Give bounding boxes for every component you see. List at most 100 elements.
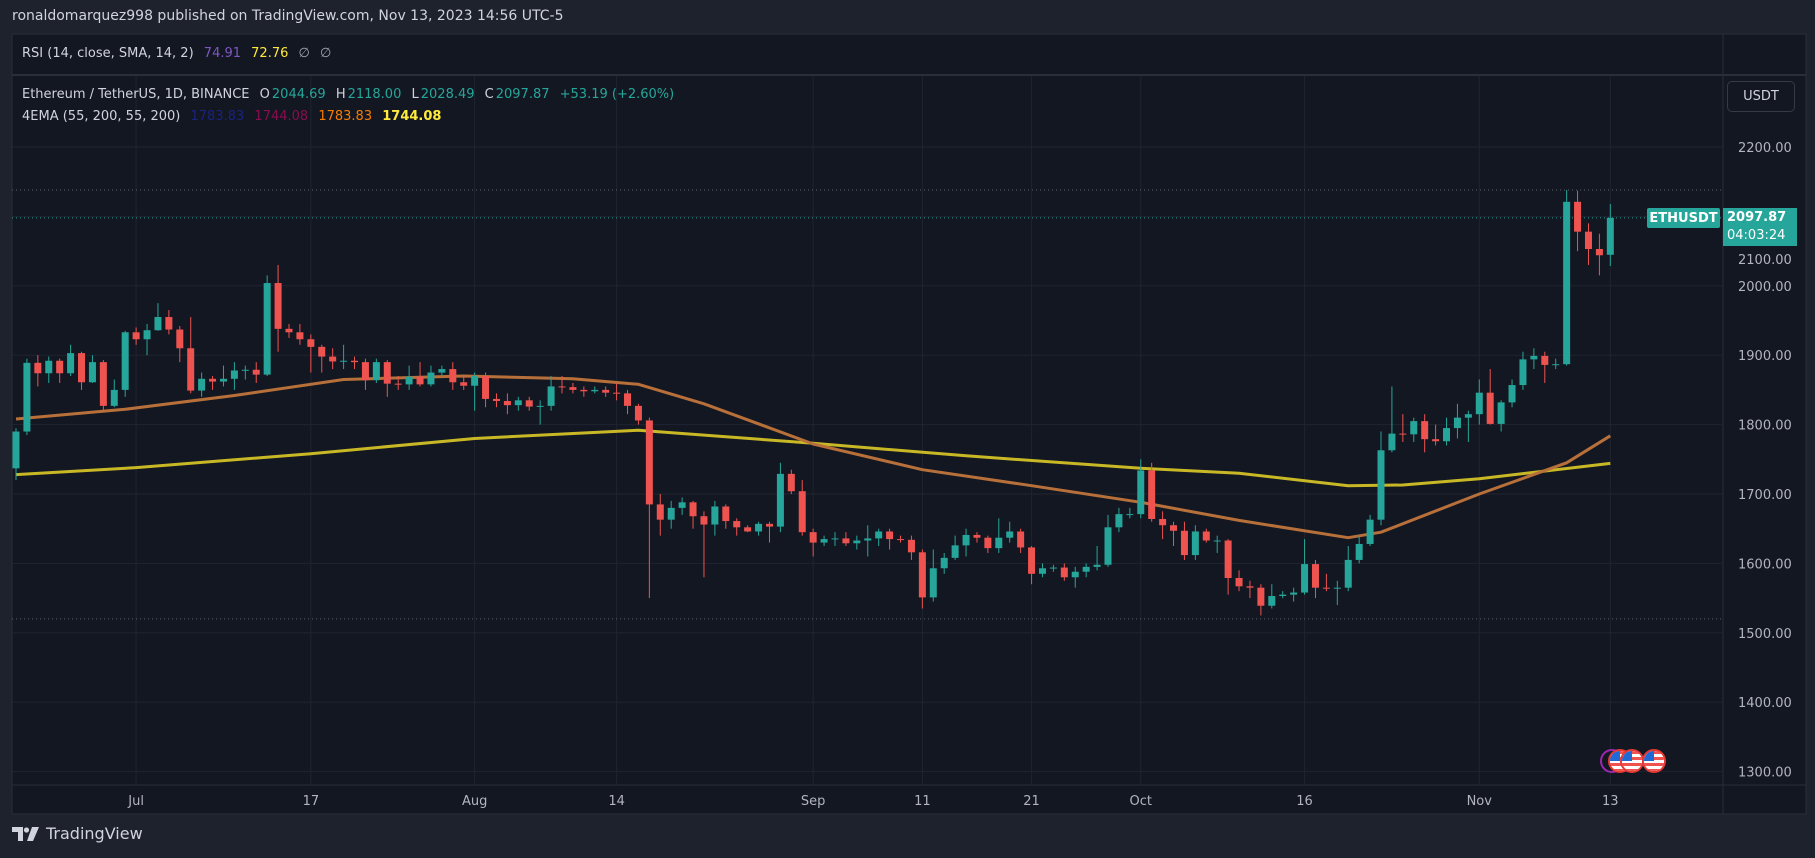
candle <box>1301 539 1309 595</box>
candle <box>1584 223 1592 265</box>
candle <box>1333 580 1341 606</box>
candle <box>1170 521 1178 547</box>
candle-body <box>67 353 75 374</box>
candle <box>1530 348 1538 370</box>
candle <box>383 360 391 397</box>
candle-body <box>471 376 479 386</box>
candle-body <box>1006 531 1014 538</box>
candle-body <box>1191 531 1199 556</box>
candle-body <box>918 552 926 598</box>
candle <box>241 365 249 380</box>
candle-body <box>1486 392 1494 424</box>
candle-body <box>613 392 621 394</box>
ema-value-1: 1783.83 <box>190 109 245 124</box>
price-tick-label: 1800.00 <box>1738 419 1792 434</box>
candle <box>1071 566 1079 588</box>
candle-body <box>56 360 64 374</box>
currency-button[interactable]: USDT <box>1727 81 1795 112</box>
candle-body <box>165 317 173 330</box>
candle <box>99 360 107 411</box>
candle <box>1377 431 1385 526</box>
candle-body <box>1028 547 1036 574</box>
high-value: 2118.00 <box>347 87 402 102</box>
time-tick-label: 16 <box>1296 794 1313 809</box>
candle-body <box>831 538 839 540</box>
candle <box>230 362 238 390</box>
time-tick-label: Aug <box>462 794 487 809</box>
ema-legend[interactable]: 4EMA (55, 200, 55, 200) 1783.83 1744.08 … <box>22 109 447 124</box>
candle <box>831 532 839 547</box>
candle-body <box>263 283 271 375</box>
open-label: O <box>259 87 270 102</box>
candle <box>733 518 741 536</box>
candle <box>514 396 522 411</box>
candle-body <box>110 389 118 406</box>
candle-body <box>525 400 533 407</box>
candle-body <box>580 389 588 392</box>
candle <box>143 323 151 356</box>
candle <box>1366 514 1374 547</box>
low-label: L <box>411 87 419 102</box>
symbol-legend[interactable]: Ethereum / TetherUS, 1D, BINANCE O 2044.6… <box>22 87 680 102</box>
rsi-value: 74.91 <box>203 46 242 61</box>
candle <box>1311 559 1319 599</box>
price-tick-label: 2200.00 <box>1738 141 1792 156</box>
rsi-ma-value: 72.76 <box>251 46 289 61</box>
candle-body <box>449 369 457 383</box>
candle <box>307 334 315 373</box>
candle <box>372 358 380 383</box>
candle <box>492 393 500 408</box>
candle <box>1191 525 1199 560</box>
candle-body <box>1137 470 1145 515</box>
candle-body <box>492 398 500 402</box>
candle <box>1038 563 1046 578</box>
candle <box>361 358 369 390</box>
candle <box>1148 462 1156 522</box>
us-flag-icon[interactable] <box>1620 749 1644 773</box>
candle-body <box>78 353 86 383</box>
candle-body <box>45 360 53 374</box>
candle <box>78 351 86 390</box>
candle-body <box>1246 586 1254 588</box>
candle <box>1082 563 1090 578</box>
candle <box>1552 358 1560 370</box>
candle <box>1486 369 1494 425</box>
candle <box>525 396 533 411</box>
candle <box>1344 546 1352 592</box>
price-axis[interactable]: 2200.00 2100.00 2000.00 1900.00 1800.00 1700.… <box>1738 141 1792 781</box>
us-flag-icon[interactable] <box>1642 749 1666 773</box>
candle <box>1159 511 1167 540</box>
candle-body <box>776 473 784 527</box>
candle <box>56 358 64 383</box>
candle-body <box>1170 525 1178 531</box>
economic-events[interactable] <box>1600 749 1670 773</box>
candle <box>1322 573 1330 592</box>
candle-body <box>1595 249 1603 256</box>
candle-body <box>1606 217 1614 255</box>
candle <box>296 323 304 345</box>
candle-body <box>1453 417 1461 429</box>
time-axis[interactable]: Jul 17 Aug 14 Sep 11 21 Oct 16 Nov 13 <box>127 794 1618 809</box>
candle-body <box>1049 567 1057 569</box>
candle <box>918 549 926 609</box>
symbol-price-label: ETHUSDT <box>1647 208 1720 228</box>
candle-body <box>143 330 151 340</box>
candle <box>1235 570 1243 592</box>
candle <box>1180 521 1188 560</box>
candle-body <box>744 527 752 532</box>
candle-body <box>351 360 359 363</box>
candle <box>209 376 217 390</box>
candle <box>1453 403 1461 439</box>
candle <box>1268 584 1276 609</box>
candle <box>1443 417 1451 446</box>
candle-body <box>1563 201 1571 365</box>
candle-body <box>962 534 970 546</box>
candle <box>405 365 413 390</box>
candle <box>482 372 490 408</box>
candle-body <box>1159 518 1167 526</box>
candle-body <box>121 332 129 390</box>
rsi-legend[interactable]: RSI (14, close, SMA, 14, 2) 74.91 72.76 … <box>22 46 337 61</box>
tradingview-logo[interactable]: TradingView <box>12 824 143 843</box>
candle <box>624 389 632 415</box>
